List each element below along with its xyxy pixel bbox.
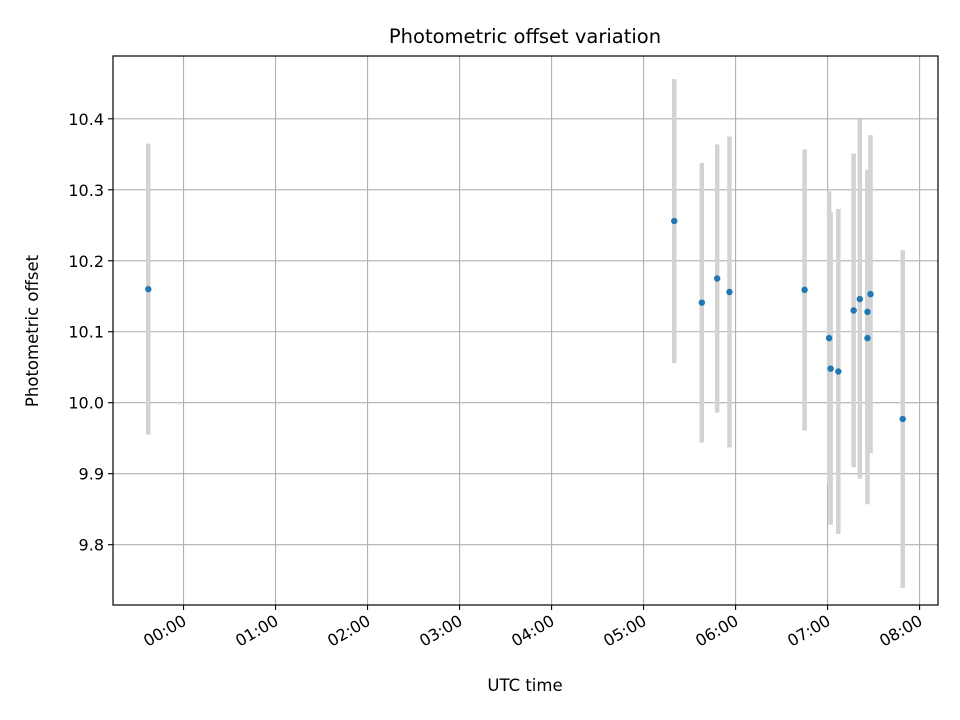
y-tick-label: 10.4 <box>68 110 104 129</box>
data-point <box>801 286 808 294</box>
y-tick-label: 9.8 <box>79 536 104 555</box>
y-tick-label: 10.1 <box>68 323 104 342</box>
x-tick-label: 03:00 <box>416 611 465 651</box>
data-point <box>671 217 678 225</box>
data-point <box>864 334 871 342</box>
data-point <box>145 285 152 293</box>
y-axis-ticks: 9.8 9.9 10.0 10.1 10.2 10.3 10.4 <box>68 110 113 555</box>
grid <box>113 56 938 605</box>
x-tick-label: 04:00 <box>508 611 557 651</box>
y-tick-label: 10.0 <box>68 394 104 413</box>
y-tick-label: 10.3 <box>68 181 104 200</box>
y-axis-label: Photometric offset <box>23 254 42 407</box>
data-point <box>899 415 906 423</box>
data-point <box>698 299 706 306</box>
data-point <box>835 368 842 375</box>
data-point <box>827 365 834 372</box>
data-point <box>825 334 833 342</box>
error-bars <box>146 79 905 588</box>
x-tick-label: 07:00 <box>784 611 833 651</box>
x-axis-label: UTC time <box>487 676 562 695</box>
chart-title: Photometric offset variation <box>389 25 661 48</box>
data-points <box>145 217 906 423</box>
x-tick-label: 02:00 <box>324 611 373 651</box>
x-tick-label: 01:00 <box>232 611 281 651</box>
x-axis-ticks: 00:00 01:00 02:00 03:00 04:00 05:00 06:00 07:00… <box>140 605 926 651</box>
x-tick-label: 06:00 <box>692 611 741 651</box>
x-tick-label: 08:00 <box>876 611 925 651</box>
x-tick-label: 05:00 <box>600 611 649 651</box>
plot-frame <box>112 55 939 606</box>
data-point <box>856 295 863 303</box>
data-point <box>867 290 874 298</box>
x-tick-label: 00:00 <box>140 611 189 651</box>
y-tick-label: 9.9 <box>79 465 104 484</box>
data-point <box>850 307 857 314</box>
data-point <box>864 308 871 316</box>
data-point <box>713 275 721 282</box>
y-tick-label: 10.2 <box>68 252 104 271</box>
data-point <box>726 288 733 296</box>
